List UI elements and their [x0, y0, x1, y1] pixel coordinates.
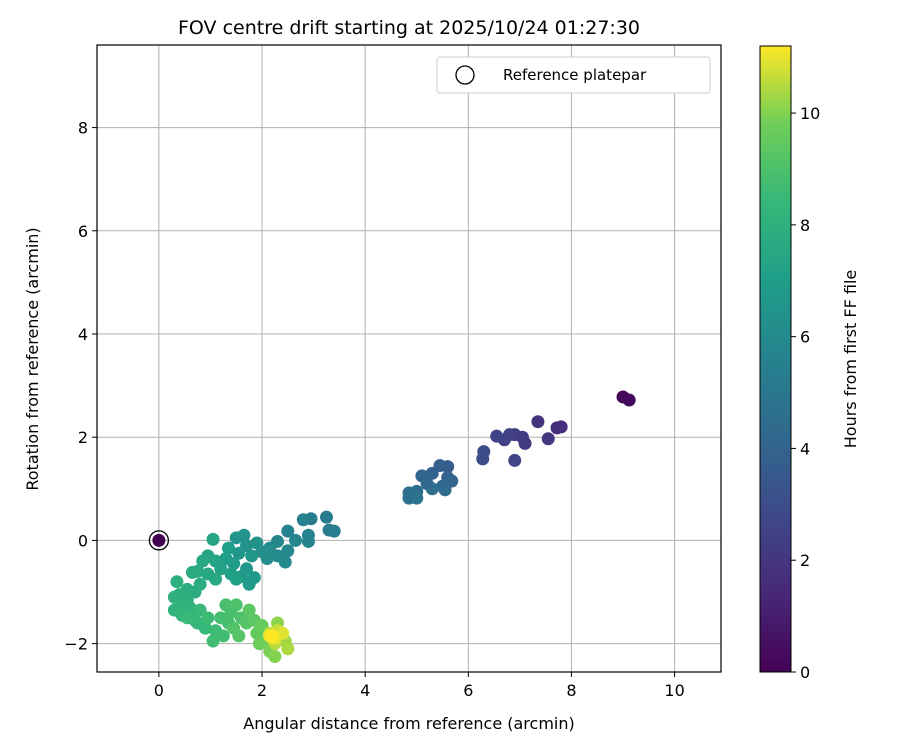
- colorbar-tick-label: 0: [800, 663, 810, 682]
- legend-marker: [455, 65, 475, 85]
- data-point: [301, 534, 315, 548]
- data-point: [216, 629, 230, 643]
- data-point: [281, 642, 295, 656]
- data-point: [410, 491, 424, 505]
- data-points: [148, 390, 636, 664]
- data-point: [185, 565, 199, 579]
- data-point: [242, 603, 256, 617]
- data-point: [214, 611, 228, 625]
- gridlines: [97, 45, 721, 672]
- colorbar-tick-label: 8: [800, 216, 810, 235]
- y-axis-label: Rotation from reference (arcmin): [23, 227, 42, 490]
- data-point: [281, 544, 295, 558]
- x-tick-label: 4: [360, 681, 370, 700]
- data-point: [152, 533, 166, 547]
- data-point: [281, 524, 295, 538]
- colorbar-gradient: [759, 45, 792, 673]
- x-tick-label: 6: [463, 681, 473, 700]
- reference-marker: [148, 530, 170, 551]
- data-point: [425, 482, 439, 496]
- x-tick-label: 8: [566, 681, 576, 700]
- data-point: [229, 531, 243, 545]
- data-point: [327, 524, 341, 538]
- colorbar: 0 2 4 6 8 10 Hours from first FF file: [759, 45, 860, 682]
- data-point: [206, 634, 220, 648]
- data-point: [222, 541, 236, 555]
- data-point: [554, 420, 568, 434]
- data-point: [219, 598, 233, 612]
- data-point: [319, 510, 333, 524]
- data-point: [265, 629, 279, 643]
- data-point: [170, 575, 184, 589]
- data-point: [508, 453, 522, 467]
- data-point: [476, 452, 490, 466]
- colorbar-ticks: 0 2 4 6 8 10: [791, 104, 820, 682]
- data-point: [206, 532, 220, 546]
- data-point: [198, 621, 212, 635]
- data-point: [180, 611, 194, 625]
- colorbar-tick-label: 2: [800, 551, 810, 570]
- data-point: [247, 571, 261, 585]
- data-point: [232, 629, 246, 643]
- axis-ticks: 0 2 4 6 8 10 −2 0 2 4 6 8: [64, 119, 684, 700]
- plot-frame: [96, 44, 722, 673]
- y-tick-label: 2: [78, 428, 88, 447]
- data-point: [196, 554, 210, 568]
- data-point: [219, 551, 233, 565]
- data-point: [289, 533, 303, 547]
- data-point: [490, 429, 504, 443]
- y-tick-label: 6: [78, 222, 88, 241]
- data-point: [622, 393, 636, 407]
- y-tick-label: 4: [78, 325, 88, 344]
- data-point: [531, 415, 545, 429]
- y-tick-label: −2: [64, 635, 88, 654]
- y-tick-label: 0: [78, 531, 88, 550]
- data-point: [268, 650, 282, 664]
- x-tick-label: 10: [664, 681, 684, 700]
- legend-label: Reference platepar: [503, 66, 647, 84]
- colorbar-tick-label: 6: [800, 328, 810, 347]
- data-point: [541, 432, 555, 446]
- colorbar-label: Hours from first FF file: [841, 270, 860, 449]
- x-tick-label: 2: [257, 681, 267, 700]
- colorbar-tick-label: 10: [800, 104, 820, 123]
- data-point: [232, 546, 246, 560]
- chart-title: FOV centre drift starting at 2025/10/24 …: [178, 17, 640, 39]
- legend: Reference platepar: [436, 56, 711, 94]
- data-point: [425, 466, 439, 480]
- colorbar-tick-label: 4: [800, 439, 810, 458]
- x-tick-label: 0: [154, 681, 164, 700]
- data-point: [209, 572, 223, 586]
- data-point: [250, 536, 264, 550]
- legend-box: [436, 56, 711, 94]
- x-axis-label: Angular distance from reference (arcmin): [243, 714, 574, 733]
- data-point: [245, 549, 259, 563]
- y-tick-label: 8: [78, 119, 88, 138]
- data-point: [201, 611, 215, 625]
- data-point: [229, 572, 243, 586]
- data-point: [229, 598, 243, 612]
- data-point: [296, 513, 310, 527]
- data-point: [438, 483, 452, 497]
